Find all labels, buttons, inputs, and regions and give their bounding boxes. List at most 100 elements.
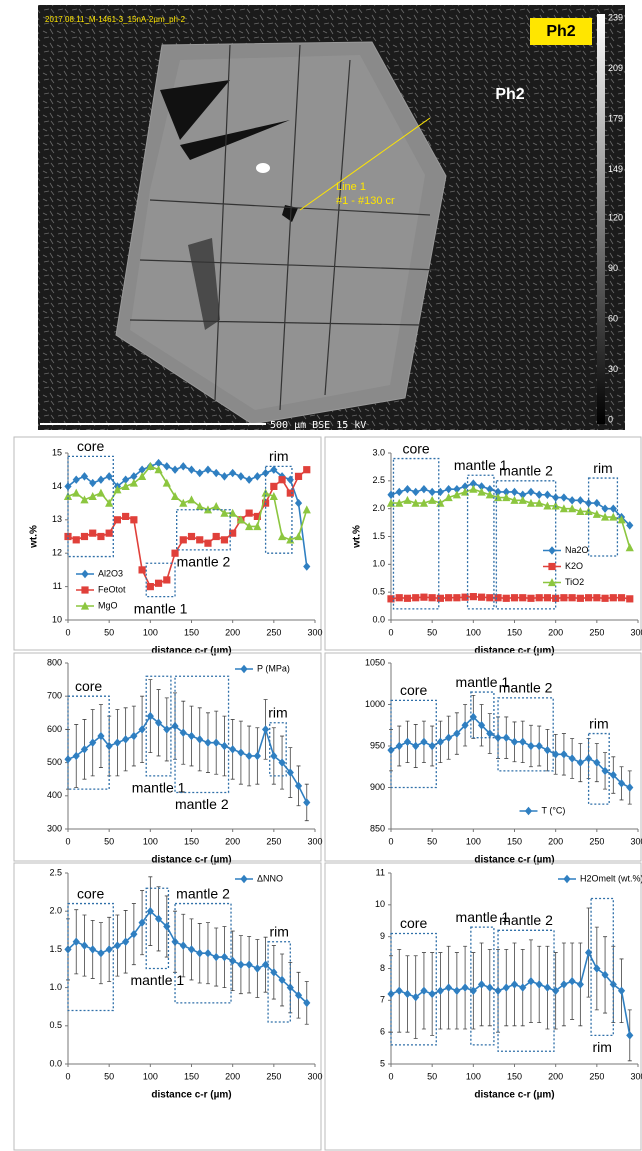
marker — [445, 983, 452, 991]
x-tick-label: 300 — [307, 627, 322, 637]
marker — [212, 502, 220, 510]
marker — [469, 485, 477, 493]
marker — [511, 594, 518, 601]
x-tick-label: 250 — [266, 1071, 281, 1081]
marker — [445, 734, 452, 742]
marker — [303, 562, 310, 570]
marker — [295, 499, 302, 507]
region-box — [268, 942, 290, 1022]
colorbar-tick-label: 239 — [608, 12, 623, 22]
x-tick-label: 100 — [143, 627, 158, 637]
x-tick-label: 250 — [589, 1071, 604, 1081]
x-axis-title: distance c-r (µm) — [151, 855, 231, 866]
x-tick-label: 200 — [548, 1071, 563, 1081]
marker — [536, 594, 543, 601]
x-tick-label: 300 — [630, 836, 642, 846]
x-tick-label: 50 — [427, 627, 437, 637]
region-label: mantle 2 — [177, 554, 231, 570]
x-axis-title: distance c-r (µm) — [474, 855, 554, 866]
y-tick-label: 2.0 — [49, 906, 62, 916]
colorbar-tick-label: 90 — [608, 263, 618, 273]
y-tick-label: 500 — [47, 757, 62, 767]
region-label: mantle 2 — [176, 885, 230, 901]
marker — [287, 489, 294, 496]
legend-marker — [81, 570, 88, 578]
marker — [180, 941, 187, 949]
y-tick-label: 1.0 — [49, 982, 62, 992]
marker — [188, 466, 195, 474]
marker — [601, 595, 608, 602]
x-tick-label: 0 — [65, 836, 70, 846]
marker — [486, 983, 493, 991]
region-label: mantle 2 — [499, 680, 553, 696]
series-line — [391, 953, 630, 1036]
y-tick-label: 2.5 — [372, 475, 385, 485]
marker — [81, 941, 88, 949]
scale-text: 500 µm BSE 15 kV — [270, 420, 366, 431]
stamp: 2017.08.11_M-1461-3_15nA-2µm_ph-2 — [45, 15, 186, 24]
y-tick-label: 950 — [370, 740, 385, 750]
marker — [180, 462, 187, 470]
x-tick-label: 50 — [104, 627, 114, 637]
x-tick-label: 250 — [589, 836, 604, 846]
region-label: core — [75, 678, 102, 694]
x-tick-label: 200 — [225, 836, 240, 846]
line-range: #1 - #130 cr — [336, 195, 395, 207]
marker — [536, 491, 543, 499]
marker — [618, 594, 625, 601]
marker — [544, 594, 551, 601]
legend-label: Na2O — [565, 545, 589, 555]
marker — [478, 594, 485, 601]
marker — [420, 738, 427, 746]
series-line — [68, 463, 307, 567]
marker — [569, 754, 576, 762]
x-tick-label: 100 — [466, 1071, 481, 1081]
y-tick-label: 11 — [53, 581, 62, 591]
region-label: core — [402, 440, 429, 456]
y-tick-label: 9 — [380, 931, 385, 941]
legend-marker — [81, 586, 88, 593]
marker — [254, 752, 261, 760]
marker — [445, 594, 452, 601]
figure: Ph2 Ph2 2017.08.11_M-1461-3_15nA-2µm_ph-… — [0, 0, 642, 1151]
marker — [221, 742, 228, 750]
marker — [519, 594, 526, 601]
y-tick-label: 2.0 — [372, 503, 385, 513]
marker — [585, 594, 592, 601]
marker — [163, 462, 170, 470]
marker — [544, 746, 551, 754]
legend-label: K2O — [565, 561, 583, 571]
marker — [429, 488, 436, 496]
marker — [420, 485, 427, 493]
y-tick-label: 5 — [380, 1058, 385, 1068]
legend-label: FeOtot — [98, 584, 126, 594]
marker — [428, 496, 436, 504]
colorbar — [597, 14, 605, 424]
y-tick-label: 0.5 — [372, 587, 385, 597]
series-line — [391, 489, 630, 547]
x-tick-label: 200 — [548, 627, 563, 637]
phase-label: Ph2 — [495, 86, 524, 103]
legend-label: T (°C) — [542, 805, 566, 815]
region-label: core — [77, 885, 104, 901]
marker — [180, 536, 187, 543]
marker — [503, 595, 510, 602]
marker — [577, 980, 584, 988]
marker — [287, 476, 294, 484]
marker — [114, 738, 121, 746]
x-tick-label: 0 — [65, 627, 70, 637]
y-tick-label: 13 — [52, 514, 62, 524]
region-label: rim — [268, 704, 287, 720]
marker — [396, 488, 403, 496]
y-tick-label: 7 — [380, 995, 385, 1005]
marker — [303, 466, 310, 473]
legend-label: H2Omelt (wt.%) — [580, 873, 642, 883]
region-label: mantle 1 — [130, 972, 184, 988]
x-tick-label: 150 — [507, 1071, 522, 1081]
marker — [569, 977, 576, 985]
legend-marker — [240, 665, 247, 673]
region-label: mantle 2 — [175, 796, 229, 812]
marker — [204, 738, 211, 746]
marker — [610, 594, 617, 601]
badge: Ph2 — [546, 23, 575, 40]
